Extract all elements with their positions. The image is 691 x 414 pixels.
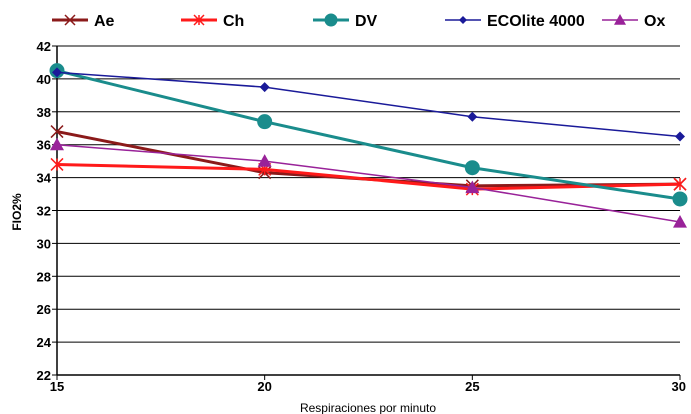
data-point <box>467 111 478 122</box>
data-point <box>50 157 64 171</box>
legend-label: Ox <box>644 13 665 30</box>
x-tick-labels: 15 20 25 30 <box>50 379 686 394</box>
data-point <box>259 82 270 93</box>
data-point <box>673 177 687 191</box>
y-tick-label: 38 <box>37 105 51 120</box>
data-point <box>64 14 76 26</box>
legend-item: DV <box>313 13 378 30</box>
data-point <box>257 114 273 130</box>
series-line <box>56 143 681 223</box>
data-point <box>672 191 688 207</box>
data-point <box>50 125 64 139</box>
x-tick-label: 30 <box>672 379 686 394</box>
gridlines <box>57 45 680 376</box>
legend-item: Ox <box>602 13 665 30</box>
x-tick-label: 25 <box>465 379 479 394</box>
y-tick-label: 40 <box>37 72 51 87</box>
x-tick-label: 20 <box>257 379 271 394</box>
x-tick-label: 15 <box>50 379 64 394</box>
legend-item: ECOlite 4000 <box>445 13 585 30</box>
data-point <box>52 67 62 78</box>
y-tick-label: 36 <box>37 138 51 153</box>
y-axis-label: FIO2% <box>10 193 24 231</box>
series-dv <box>49 63 688 207</box>
data-point <box>50 137 64 151</box>
legend-label: DV <box>355 13 378 30</box>
legend: Ae Ch DV ECOlite 4000 Ox <box>52 13 665 30</box>
data-point <box>257 154 272 167</box>
y-tick-label: 28 <box>37 269 51 284</box>
y-tick-label: 26 <box>37 302 51 317</box>
legend-label: Ae <box>94 13 115 30</box>
series-ox <box>50 137 687 228</box>
data-point <box>464 160 480 176</box>
axes <box>52 45 681 380</box>
legend-label: ECOlite 4000 <box>487 13 585 30</box>
y-tick-label: 32 <box>37 204 51 219</box>
legend-item: Ae <box>52 13 115 30</box>
data-point <box>193 14 205 26</box>
legend-label: Ch <box>223 13 244 30</box>
series-ch <box>50 157 687 196</box>
data-point <box>614 14 626 25</box>
series-line <box>56 71 681 138</box>
legend-item: Ch <box>181 13 244 30</box>
series-ae <box>50 125 687 193</box>
data-point <box>324 13 338 27</box>
data-point <box>459 16 467 24</box>
y-tick-labels: 22 24 26 28 30 32 34 36 38 40 42 <box>37 39 52 383</box>
data-point <box>673 215 687 228</box>
series-line <box>56 162 681 191</box>
series-line <box>56 69 681 201</box>
data-point <box>465 180 480 194</box>
x-axis-label: Respiraciones por minuto <box>300 401 436 414</box>
y-tick-label: 42 <box>37 39 51 54</box>
y-tick-label: 30 <box>37 236 51 251</box>
y-tick-label: 22 <box>37 368 51 383</box>
y-tick-label: 24 <box>37 335 52 350</box>
y-tick-label: 34 <box>37 171 52 186</box>
data-point <box>675 131 685 142</box>
series-group <box>49 63 688 228</box>
series-ecolite-4000 <box>52 67 685 142</box>
